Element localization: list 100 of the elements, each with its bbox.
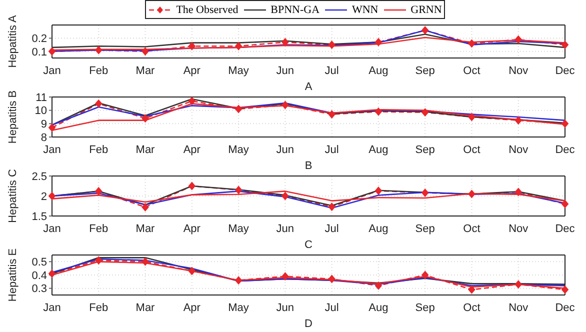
point	[282, 272, 289, 280]
point	[48, 124, 56, 132]
point	[95, 256, 102, 264]
y-tick-label: 0.5	[32, 256, 47, 269]
x-tick-label: Oct	[463, 302, 480, 314]
point	[235, 105, 242, 113]
point	[562, 40, 568, 49]
point	[235, 186, 242, 194]
point	[328, 275, 336, 283]
point	[468, 113, 476, 121]
point	[374, 38, 382, 46]
point	[374, 108, 382, 116]
point	[48, 47, 56, 56]
point	[95, 187, 102, 196]
x-tick-label: Jan	[43, 144, 61, 156]
x-tick-label: Nov	[508, 64, 529, 77]
x-tick-label: Feb	[89, 302, 108, 314]
point	[95, 46, 102, 54]
point	[562, 120, 568, 128]
x-tick-label: Feb	[89, 64, 108, 77]
y-axis-title: Hepatitis E	[6, 248, 19, 302]
x-tick-label: Apr	[183, 302, 201, 314]
x-tick-label: Oct	[463, 64, 480, 77]
x-tick-label: Jun	[276, 64, 294, 77]
x-tick-label: Dec	[555, 64, 576, 77]
point	[282, 101, 289, 109]
x-tick-label: Apr	[183, 144, 201, 156]
x-axis-title: C	[304, 239, 313, 251]
legend-label: BPNN-GA	[270, 4, 320, 16]
x-tick-label: Sep	[415, 222, 435, 235]
x-tick-label: Sep	[415, 302, 435, 314]
y-tick-label: 0.1	[32, 46, 47, 58]
x-tick-label: Feb	[89, 144, 108, 156]
point	[422, 108, 429, 116]
x-tick-label: Oct	[463, 144, 480, 156]
y-tick-label: 0.3	[32, 283, 47, 296]
point	[468, 286, 476, 294]
x-tick-label: May	[228, 144, 250, 156]
y-tick-label: 2	[40, 190, 47, 203]
y-tick-label: 1.5	[32, 210, 47, 223]
x-tick-label: Jul	[324, 302, 339, 314]
x-tick-label: Dec	[555, 302, 576, 314]
point	[328, 202, 336, 211]
x-tick-label: Dec	[555, 222, 576, 235]
y-tick-label: 0.4	[32, 270, 47, 282]
point	[328, 110, 336, 118]
x-tick-label: Mar	[136, 222, 156, 235]
y-tick-label: 11	[36, 92, 47, 104]
x-tick-label: Nov	[508, 144, 529, 156]
y-axis-title: Hepatitis A	[6, 14, 19, 68]
point	[422, 188, 429, 197]
point	[514, 36, 522, 44]
x-tick-label: Apr	[183, 222, 201, 235]
point	[188, 42, 196, 50]
point	[142, 47, 149, 56]
point	[422, 271, 429, 279]
x-tick-label: Sep	[415, 144, 435, 156]
x-tick-label: May	[228, 64, 250, 77]
y-axis-title: Hepatitis B	[6, 90, 19, 144]
legend-label: The Observed	[176, 4, 238, 16]
legend-label: GRNN	[410, 4, 442, 16]
y-axis-title: Hepatitis C	[6, 169, 19, 223]
point	[514, 280, 522, 288]
point	[282, 192, 289, 200]
y-tick-label: 9	[40, 118, 47, 131]
point	[374, 186, 382, 195]
point	[374, 282, 382, 290]
point	[422, 26, 429, 34]
x-tick-label: Feb	[89, 222, 108, 235]
y-tick-label: 2.5	[32, 170, 47, 183]
x-tick-label: Aug	[368, 302, 388, 314]
point	[142, 203, 149, 212]
point	[562, 286, 568, 294]
x-tick-label: Oct	[463, 222, 480, 235]
x-tick-label: Dec	[555, 144, 576, 156]
y-tick-label: 0.2	[32, 33, 47, 46]
point	[95, 100, 102, 108]
x-tick-label: Mar	[136, 144, 156, 156]
x-tick-label: Jan	[43, 64, 61, 77]
point	[48, 270, 56, 278]
point	[235, 42, 242, 50]
point	[188, 267, 196, 275]
x-tick-label: Jan	[43, 302, 61, 314]
point	[468, 190, 476, 198]
x-axis-title: D	[304, 318, 313, 330]
point	[282, 38, 289, 46]
y-tick-label: 8	[40, 132, 47, 144]
x-tick-label: Sep	[415, 64, 435, 77]
x-tick-label: Aug	[368, 222, 388, 235]
x-tick-label: Mar	[136, 302, 156, 314]
point	[142, 114, 149, 122]
point	[48, 192, 56, 200]
x-tick-label: Jun	[276, 144, 294, 156]
x-tick-label: Mar	[136, 64, 156, 77]
point	[235, 276, 242, 284]
point	[562, 200, 568, 208]
x-tick-label: Jul	[324, 64, 339, 77]
x-axis-title: B	[304, 160, 312, 172]
x-tick-label: Jan	[43, 222, 61, 235]
x-tick-label: Aug	[368, 144, 388, 156]
